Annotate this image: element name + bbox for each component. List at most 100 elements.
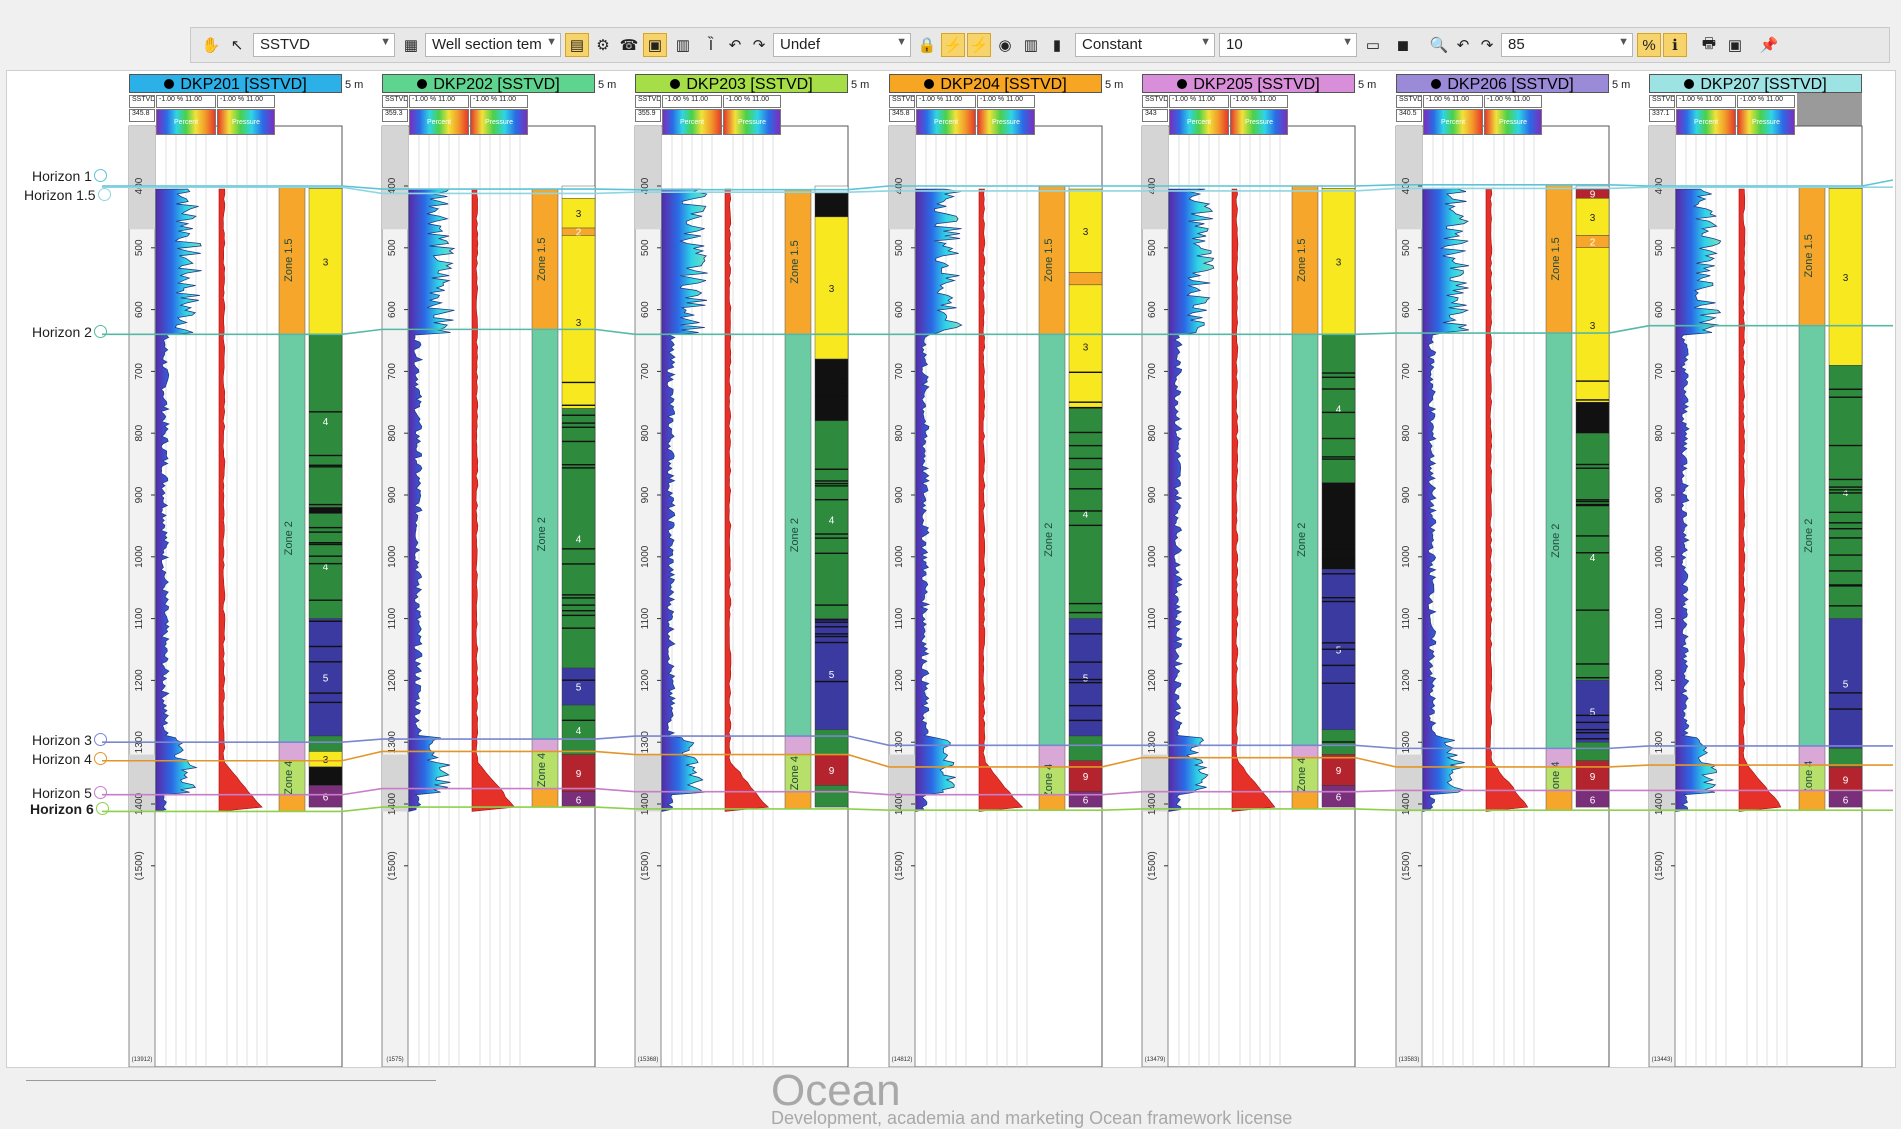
zone-band[interactable] xyxy=(1291,791,1319,810)
well-header[interactable]: DKP204 [SSTVD] xyxy=(889,74,1102,93)
facies-band[interactable] xyxy=(308,188,343,335)
facies-band[interactable] xyxy=(1068,408,1103,619)
facies-band[interactable] xyxy=(814,785,849,808)
pointer-icon[interactable]: ↖ xyxy=(230,37,244,54)
zone-band[interactable] xyxy=(1291,757,1319,792)
zone-band[interactable] xyxy=(1291,745,1319,758)
facies-band[interactable] xyxy=(308,507,343,514)
flatten-icon[interactable]: ⚡ xyxy=(941,33,965,57)
horizon-line[interactable] xyxy=(102,806,1893,813)
undo-icon[interactable]: ↶ xyxy=(1456,37,1470,54)
scale-value-input[interactable]: 10 ▼ xyxy=(1219,33,1357,57)
well-header[interactable]: DKP202 [SSTVD] xyxy=(382,74,595,93)
facies-band[interactable] xyxy=(308,618,343,737)
facies-band[interactable] xyxy=(308,766,343,786)
undo-icon[interactable]: ↶ xyxy=(728,37,742,54)
facies-band[interactable] xyxy=(1321,754,1356,786)
horizon-label[interactable]: Horizon 4 xyxy=(32,751,107,767)
zone-band[interactable] xyxy=(1038,185,1066,335)
facies-band[interactable] xyxy=(1068,272,1103,286)
zone-band[interactable] xyxy=(278,334,306,743)
horizon-handle-icon[interactable] xyxy=(93,785,107,799)
zone-band[interactable] xyxy=(1545,332,1573,749)
well-section-canvas[interactable]: 400 500 600 700 800 900 1000 1100 1200 1300 1400 (1… xyxy=(7,71,1895,1067)
facies-band[interactable] xyxy=(1068,735,1103,761)
eye-icon[interactable]: ◉ xyxy=(998,37,1012,54)
facies-band[interactable] xyxy=(1575,760,1610,792)
horizon-line[interactable] xyxy=(102,324,1893,336)
facies-band[interactable] xyxy=(561,408,596,669)
template-icon[interactable]: ▦ xyxy=(403,37,419,54)
zone-band[interactable] xyxy=(784,791,812,810)
phone-icon[interactable]: ☎ xyxy=(619,37,639,54)
hand-icon[interactable]: ✋ xyxy=(201,37,221,54)
print-icon[interactable]: 🖶 xyxy=(1701,34,1717,52)
facies-band[interactable] xyxy=(1828,766,1863,792)
horizon-label[interactable]: Horizon 3 xyxy=(32,732,107,748)
well-3[interactable]: 400 500 600 700 800 900 1000 1100 1200 1300 1400 (1… xyxy=(634,81,849,1067)
zone-band[interactable] xyxy=(278,741,306,761)
well-header[interactable]: DKP207 [SSTVD] xyxy=(1649,74,1862,93)
facies-band[interactable] xyxy=(1828,365,1863,619)
horizon-handle-icon[interactable] xyxy=(95,802,109,816)
facies-band[interactable] xyxy=(814,754,849,786)
zone-band[interactable] xyxy=(1038,745,1066,768)
facies-band[interactable] xyxy=(308,513,343,619)
well-6[interactable]: 400 500 600 700 800 900 1000 1100 1200 1300 1400 (1… xyxy=(1395,81,1610,1067)
scale-mode-select[interactable]: Constant ▼ xyxy=(1075,33,1215,57)
well-header[interactable]: DKP205 [SSTVD] xyxy=(1142,74,1355,93)
edit-icon[interactable]: ▣ xyxy=(643,33,667,57)
horizon-line[interactable] xyxy=(102,186,1893,195)
zone-band[interactable] xyxy=(1291,185,1319,335)
horizon-label[interactable]: Horizon 1 xyxy=(32,168,107,184)
zone-band[interactable] xyxy=(1545,184,1573,334)
bars-icon[interactable]: ▮ xyxy=(1052,37,1062,54)
horizon-label[interactable]: Horizon 1.5 xyxy=(24,187,111,203)
well-4[interactable]: 40050060070080090010001100120013001400(1… xyxy=(888,81,1103,1067)
facies-band[interactable] xyxy=(1575,433,1610,681)
well-header[interactable]: DKP201 [SSTVD] xyxy=(129,74,342,93)
pin-icon[interactable]: 📌 xyxy=(1759,37,1779,54)
facies-band[interactable] xyxy=(308,785,343,808)
cursor-text-icon[interactable]: Ȉ xyxy=(708,36,714,54)
horizon-line[interactable] xyxy=(102,787,1893,796)
horizon-label[interactable]: Horizon 5 xyxy=(32,785,107,801)
facies-band[interactable] xyxy=(814,420,849,619)
redo-icon[interactable]: ↷ xyxy=(752,37,766,54)
facies-band[interactable] xyxy=(1575,247,1610,403)
settings-icon[interactable]: ⚙ xyxy=(596,37,610,54)
zone-band[interactable] xyxy=(1291,334,1319,746)
zone-band[interactable] xyxy=(1798,185,1826,326)
facies-band[interactable] xyxy=(1575,402,1610,434)
facies-band[interactable] xyxy=(1575,791,1610,808)
search-icon[interactable]: 🔍 xyxy=(1429,37,1449,54)
zone-band[interactable] xyxy=(1545,790,1573,811)
zoom-select[interactable]: 85 ▼ xyxy=(1501,33,1633,57)
facies-band[interactable] xyxy=(1068,760,1103,792)
well-header[interactable]: DKP206 [SSTVD] xyxy=(1396,74,1609,93)
percent-icon[interactable]: % xyxy=(1637,33,1661,57)
zone-band[interactable] xyxy=(784,334,812,737)
lock-icon[interactable]: 🔒 xyxy=(917,37,937,54)
zone-band[interactable] xyxy=(531,329,559,740)
horizon-line[interactable] xyxy=(102,179,1894,191)
well-1[interactable]: 40050060070080090010001100120013001400(1… xyxy=(128,81,343,1067)
redo-icon[interactable]: ↷ xyxy=(1480,37,1494,54)
facies-band[interactable] xyxy=(1828,791,1863,808)
facies-band[interactable] xyxy=(308,735,343,752)
facies-band[interactable] xyxy=(814,358,849,422)
zone-band[interactable] xyxy=(531,738,559,752)
horizon-line[interactable] xyxy=(102,750,1893,768)
zone-band[interactable] xyxy=(531,788,559,808)
horizon-handle-icon[interactable] xyxy=(97,188,111,202)
well-7[interactable]: 40050060070080090010001100120013001400(1… xyxy=(1648,81,1863,1067)
horizon-handle-icon[interactable] xyxy=(93,733,107,747)
facies-band[interactable] xyxy=(1575,742,1610,761)
zone-band[interactable] xyxy=(1038,794,1066,811)
correlate-icon[interactable]: ⚡ xyxy=(967,33,991,57)
display-icon[interactable]: ▭ xyxy=(1365,37,1381,54)
facies-band[interactable] xyxy=(561,185,596,199)
facies-band[interactable] xyxy=(1321,334,1356,483)
facies-band[interactable] xyxy=(1068,284,1103,409)
columns-icon[interactable]: ▥ xyxy=(1023,37,1039,54)
